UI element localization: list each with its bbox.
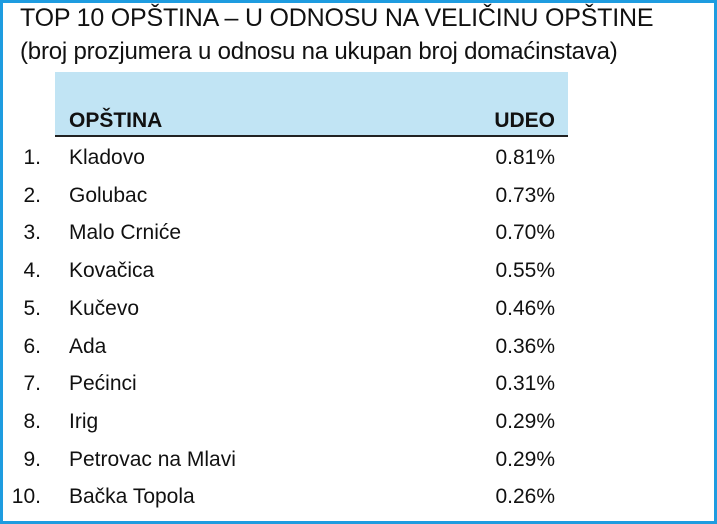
rank-cell: 3.: [23, 221, 41, 245]
share-cell: 0.73%: [495, 183, 555, 207]
page-subtitle: (broj prozjumera u odnosu na ukupan broj…: [20, 38, 618, 65]
rank-cell: 1.: [23, 146, 41, 169]
share-cell: 0.46%: [495, 296, 555, 320]
rank-cell: 2.: [23, 183, 41, 207]
table-row: 5. Kučevo 0.46%: [0, 291, 568, 328]
municipality-cell: Kučevo: [69, 296, 140, 320]
share-cell: 0.26%: [495, 485, 555, 509]
rank-cell: 9.: [23, 447, 41, 471]
column-header-share: UDEO: [494, 109, 555, 132]
municipality-cell: Malo Crniće: [69, 221, 182, 245]
municipality-cell: Petrovac na Mlavi: [69, 447, 236, 471]
municipality-cell: Kladovo: [69, 146, 145, 169]
municipality-cell: Pećinci: [69, 372, 137, 396]
share-cell: 0.29%: [495, 447, 555, 471]
table-header: OPŠTINA UDEO: [55, 72, 568, 137]
page-title: TOP 10 OPŠTINA – U ODNOSU NA VELIČINU OP…: [20, 4, 654, 32]
table-row: 10. Bačka Topola 0.26%: [0, 479, 568, 516]
table-row: 3. Malo Crniće 0.70%: [0, 215, 568, 252]
share-cell: 0.81%: [495, 146, 555, 169]
table-row: 6. Ada 0.36%: [0, 329, 568, 366]
table-row: 9. Petrovac na Mlavi 0.29%: [0, 442, 568, 479]
rank-cell: 7.: [23, 372, 41, 396]
municipality-cell: Bačka Topola: [69, 485, 195, 509]
table-row: 8. Irig 0.29%: [0, 404, 568, 441]
rank-cell: 10.: [11, 485, 41, 509]
table-row: 1. Kladovo 0.81%: [0, 140, 568, 177]
municipality-cell: Irig: [69, 409, 99, 433]
share-cell: 0.36%: [495, 334, 555, 358]
municipality-cell: Ada: [69, 334, 107, 358]
rank-cell: 4.: [23, 259, 41, 283]
municipality-cell: Golubac: [69, 183, 148, 207]
rank-cell: 5.: [23, 296, 41, 320]
column-header-municipality: OPŠTINA: [69, 109, 163, 132]
rank-cell: 8.: [23, 409, 41, 433]
table-row: 7. Pećinci 0.31%: [0, 366, 568, 403]
share-cell: 0.55%: [495, 259, 555, 283]
share-cell: 0.70%: [495, 221, 555, 245]
share-cell: 0.29%: [495, 409, 555, 433]
rank-cell: 6.: [23, 334, 41, 358]
table-row: 2. Golubac 0.73%: [0, 178, 568, 215]
share-cell: 0.31%: [495, 372, 555, 396]
municipality-cell: Kovačica: [69, 259, 155, 283]
table-row: 4. Kovačica 0.55%: [0, 253, 568, 290]
